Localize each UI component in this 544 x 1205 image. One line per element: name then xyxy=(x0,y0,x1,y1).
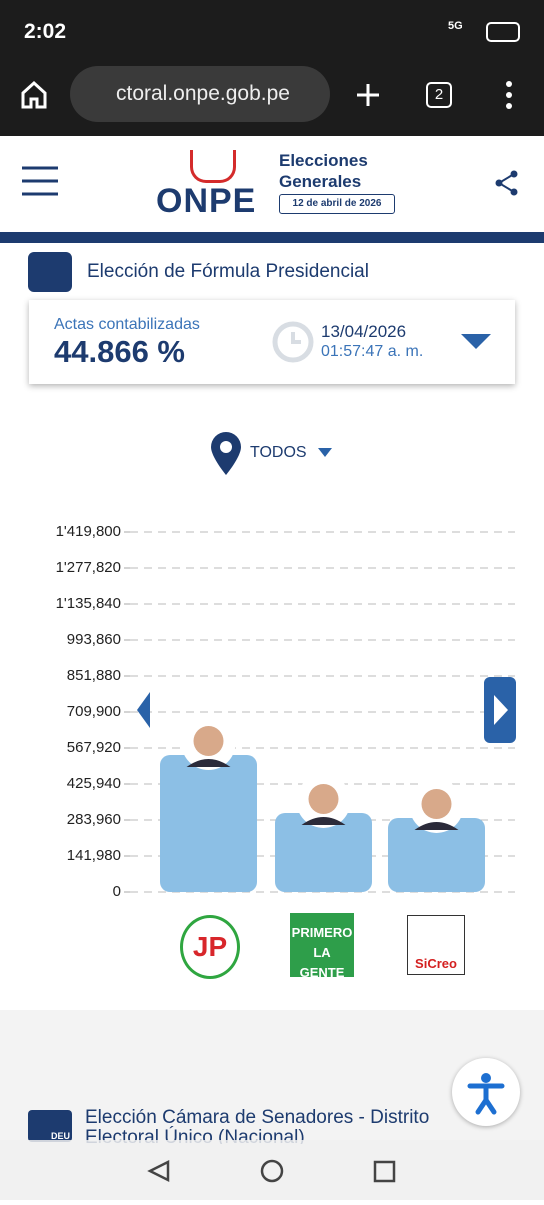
browser-bar: ctoral.onpe.gob.pe 2 xyxy=(0,60,544,136)
party-logo: SiCreo xyxy=(407,915,465,975)
header-title: Elecciones Generales xyxy=(279,150,368,192)
nav-left[interactable] xyxy=(137,692,150,728)
filter-arrow[interactable] xyxy=(318,448,332,458)
badge: DEU xyxy=(28,1110,72,1142)
battery xyxy=(486,22,520,42)
header-date: 12 de abril de 2026 xyxy=(279,194,395,214)
dropdown[interactable] xyxy=(461,334,491,350)
logo: ONPE xyxy=(156,182,257,220)
clock: 2:02 xyxy=(24,20,67,43)
back[interactable] xyxy=(147,1159,170,1183)
y-tick-label: 1'277,820 xyxy=(56,559,121,576)
y-tick-label: 0 xyxy=(113,883,121,900)
candidate-body xyxy=(301,816,346,825)
title-line: Generales xyxy=(279,172,362,191)
logo-mark xyxy=(190,150,236,183)
site-header: ONPE Elecciones Generales 12 de abril de … xyxy=(0,136,544,232)
lower-section: DEU Elección Cámara de Senadores - Distr… xyxy=(0,1010,544,1200)
menu[interactable] xyxy=(504,80,514,110)
bar xyxy=(275,812,372,892)
url: ctoral.onpe.gob.pe xyxy=(116,82,290,105)
new-tab[interactable] xyxy=(355,82,381,108)
update-time: 01:57:47 a. m. xyxy=(321,343,424,360)
y-tick-label: 1'419,800 xyxy=(56,523,121,540)
party-logo: PRIMERO LA GENTE xyxy=(290,913,354,980)
bar xyxy=(160,755,257,892)
y-tick-label: 141,980 xyxy=(67,847,121,864)
actas-value: 44.866 % xyxy=(54,334,185,369)
y-tick-label: 709,900 xyxy=(67,703,121,720)
y-tick-label: 567,920 xyxy=(67,739,121,756)
actas-label: Actas contabilizadas xyxy=(54,316,200,333)
recents[interactable] xyxy=(373,1160,396,1183)
y-tick-label: 1'135,840 xyxy=(56,595,121,612)
nav-bar xyxy=(0,1140,544,1200)
section-title: Elección de Fórmula Presidencial xyxy=(87,261,369,282)
candidate-face xyxy=(193,726,224,757)
party-logos: JP PRIMERO LA GENTE SiCreo xyxy=(0,910,544,980)
emblem xyxy=(28,252,72,292)
share[interactable] xyxy=(494,170,520,196)
filter[interactable]: TODOS xyxy=(250,444,307,461)
bar xyxy=(388,817,485,892)
home-button[interactable] xyxy=(20,80,48,110)
stripe xyxy=(0,232,544,243)
next-title: Elección Cámara de Senadores - Distrito … xyxy=(85,1108,430,1144)
party-logo: JP xyxy=(180,915,240,979)
update-date: 13/04/2026 xyxy=(321,322,407,341)
actas-card: Actas contabilizadas 44.866 % 13/04/2026… xyxy=(29,300,515,384)
nav-right-arrow xyxy=(494,695,508,725)
tab-count[interactable]: 2 xyxy=(426,82,452,108)
home[interactable] xyxy=(260,1159,284,1183)
pin xyxy=(211,432,241,475)
y-tick-label: 425,940 xyxy=(67,775,121,792)
chart: 0 141,980 283,960 425,940 567,920 709,900 851,… xyxy=(56,523,516,900)
url-bar[interactable]: ctoral.onpe.gob.pe xyxy=(70,66,330,122)
accessibility[interactable] xyxy=(452,1058,520,1126)
title-line: Elecciones xyxy=(279,151,368,170)
clock-icon xyxy=(272,321,314,363)
status-bar: 2:02 5G xyxy=(0,0,544,60)
candidate-face xyxy=(308,783,339,814)
hamburger[interactable] xyxy=(22,166,58,196)
y-tick-label: 851,880 xyxy=(67,667,121,684)
y-tick-label: 993,860 xyxy=(67,631,121,648)
candidate-body xyxy=(414,821,459,830)
candidate-body xyxy=(186,759,231,768)
y-tick-label: 283,960 xyxy=(67,811,121,828)
network: 5G xyxy=(448,20,463,32)
candidate-face xyxy=(421,788,452,819)
